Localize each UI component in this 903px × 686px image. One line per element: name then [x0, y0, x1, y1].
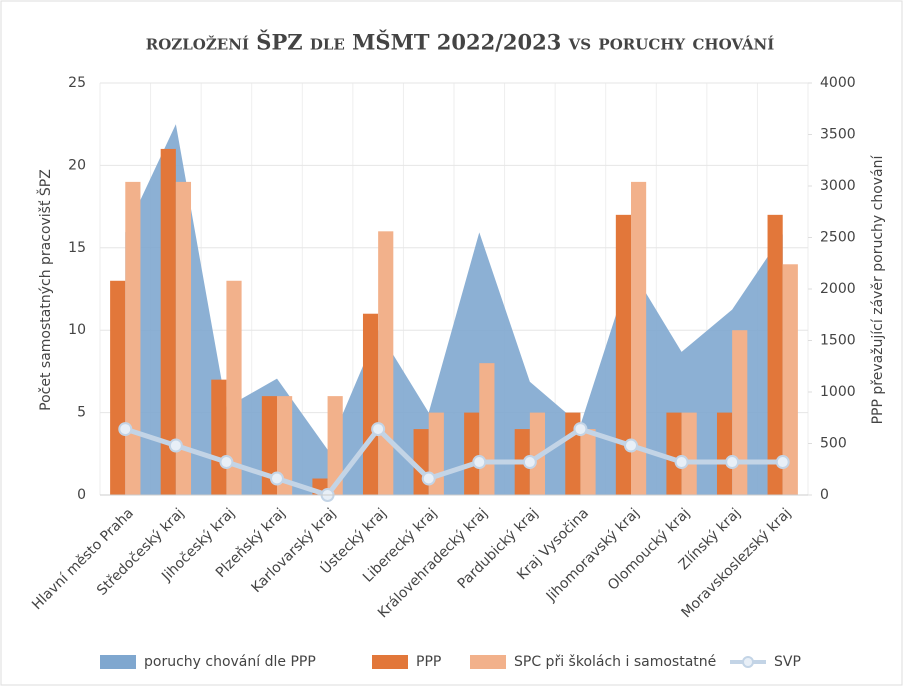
bar [631, 181, 647, 495]
line-marker [118, 422, 133, 437]
legend-swatch [742, 656, 754, 668]
line-marker [624, 438, 638, 453]
y2-tick-label: 500 [820, 436, 847, 452]
line-marker [522, 455, 537, 470]
bar [580, 429, 596, 495]
bar [175, 181, 192, 495]
bar [226, 280, 242, 495]
line-marker [472, 455, 487, 470]
bar [479, 363, 495, 495]
chart-title: rozložení ŠPZ dle MŠMT 2022/2023 vs poru… [146, 30, 774, 55]
line-marker [775, 455, 790, 470]
bar [716, 412, 733, 495]
legend-label: SPC při školách i samostatné [514, 654, 716, 670]
bar [681, 412, 697, 495]
line-marker [573, 422, 588, 437]
bar [666, 412, 682, 495]
line [124, 425, 783, 498]
bar [110, 280, 126, 495]
line-marker [270, 471, 284, 486]
bar [782, 264, 798, 495]
bar [767, 214, 783, 495]
bar [327, 396, 343, 495]
line-marker [219, 455, 234, 470]
line-marker [674, 455, 689, 470]
bar [160, 148, 176, 496]
y-tick-label: 25 [68, 75, 86, 91]
y2-tick-label: 2000 [820, 281, 856, 297]
bar [125, 181, 141, 495]
line-marker [371, 422, 386, 437]
y2-tick-label: 1000 [820, 384, 856, 400]
line-marker [725, 455, 740, 470]
y-axis-label: Počet samostatných pracovišť ŠPZ [36, 169, 54, 411]
bar [378, 231, 394, 495]
bar [464, 412, 480, 495]
bar [732, 330, 748, 495]
y2-tick-label: 3500 [820, 127, 856, 143]
bar [362, 313, 379, 495]
y-tick-label: 0 [77, 487, 86, 503]
y2-tick-label: 4000 [820, 75, 856, 91]
y-tick-label: 15 [68, 240, 86, 256]
legend-swatch [470, 655, 506, 669]
bar [615, 214, 631, 495]
bar [277, 396, 293, 495]
legend-swatch [372, 655, 408, 669]
legend-swatch [100, 655, 136, 669]
y-tick-label: 10 [68, 322, 86, 338]
y2-tick-label: 0 [820, 487, 829, 503]
y-tick-label: 20 [68, 157, 86, 173]
line-marker [421, 471, 436, 486]
bar [261, 396, 277, 495]
y2-tick-label: 1500 [820, 333, 856, 349]
y-tick-label: 5 [77, 405, 86, 421]
y2-axis-label: PPP převažující závěr poruchy chování [870, 154, 886, 424]
line-marker [168, 438, 183, 453]
legend-label: SVP [774, 654, 801, 670]
bar [529, 412, 546, 495]
y2-tick-label: 3000 [820, 178, 856, 194]
legend-label: poruchy chování dle PPP [144, 654, 316, 670]
y2-tick-label: 2500 [820, 230, 856, 246]
legend-label: PPP [416, 654, 441, 670]
bar [211, 379, 227, 495]
